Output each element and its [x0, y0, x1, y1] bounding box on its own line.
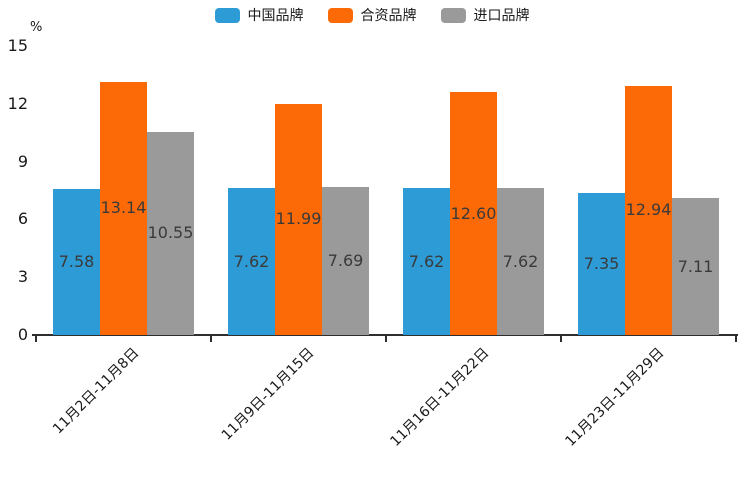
x-axis-tick [35, 336, 37, 342]
bar-series2-cat1 [322, 186, 369, 335]
bar-series2-cat3 [672, 198, 719, 335]
bar-series0-cat2 [403, 188, 450, 335]
legend-label: 合资品牌 [360, 7, 417, 24]
bar-series0-cat0 [53, 188, 100, 335]
y-tick-label: 6 [17, 209, 28, 229]
x-tick-label: 11月23日-11月29日 [561, 345, 667, 450]
legend-swatch-icon [327, 8, 353, 23]
x-axis-line [32, 334, 738, 336]
bar-value-label: 11.99 [275, 209, 322, 229]
legend-label: 进口品牌 [473, 7, 530, 24]
legend-item-2: 进口品牌 [440, 7, 530, 24]
bar-value-label: 7.62 [233, 251, 270, 271]
x-tick-label: 11月2日-11月8日 [49, 345, 142, 438]
x-axis-tick [560, 336, 562, 342]
bar-series1-cat0 [100, 81, 147, 335]
x-axis-tick [210, 336, 212, 342]
bar-series2-cat0 [147, 131, 194, 335]
legend: 中国品牌 合资品牌 进口品牌 [0, 8, 744, 23]
bar-value-label: 10.55 [147, 223, 194, 243]
bar-value-label: 7.62 [408, 251, 445, 271]
legend-label: 中国品牌 [247, 7, 304, 24]
y-tick-label: 15 [7, 36, 28, 55]
y-tick-label: 3 [17, 267, 28, 287]
y-tick-label: 0 [17, 325, 28, 344]
legend-swatch-icon [440, 8, 466, 23]
bar-series1-cat3 [625, 85, 672, 335]
x-axis-tick [385, 336, 387, 342]
bar-value-label: 7.35 [583, 254, 620, 274]
x-tick-label: 11月16日-11月22日 [386, 345, 492, 450]
x-tick-label: 11月9日-11月15日 [218, 345, 317, 444]
bar-value-label: 13.14 [100, 198, 147, 218]
bar-value-label: 7.69 [327, 250, 364, 270]
bar-series1-cat2 [450, 92, 497, 335]
bar-series0-cat3 [578, 193, 625, 335]
bar-value-label: 12.94 [625, 200, 672, 220]
bar-series1-cat1 [275, 103, 322, 335]
x-axis-tick [735, 336, 737, 342]
y-tick-label: 9 [17, 151, 28, 171]
bar-value-label: 7.11 [677, 256, 714, 276]
legend-item-1: 合资品牌 [327, 7, 417, 24]
y-axis-unit-label: % [30, 20, 43, 35]
bar-series0-cat1 [228, 188, 275, 335]
bar-value-label: 12.60 [450, 203, 497, 223]
bar-value-label: 7.62 [502, 251, 539, 271]
y-tick-label: 12 [7, 93, 28, 113]
bar-value-label: 7.58 [58, 251, 95, 271]
bar-series2-cat2 [497, 188, 544, 335]
legend-item-0: 中国品牌 [214, 7, 304, 24]
legend-swatch-icon [214, 8, 240, 23]
